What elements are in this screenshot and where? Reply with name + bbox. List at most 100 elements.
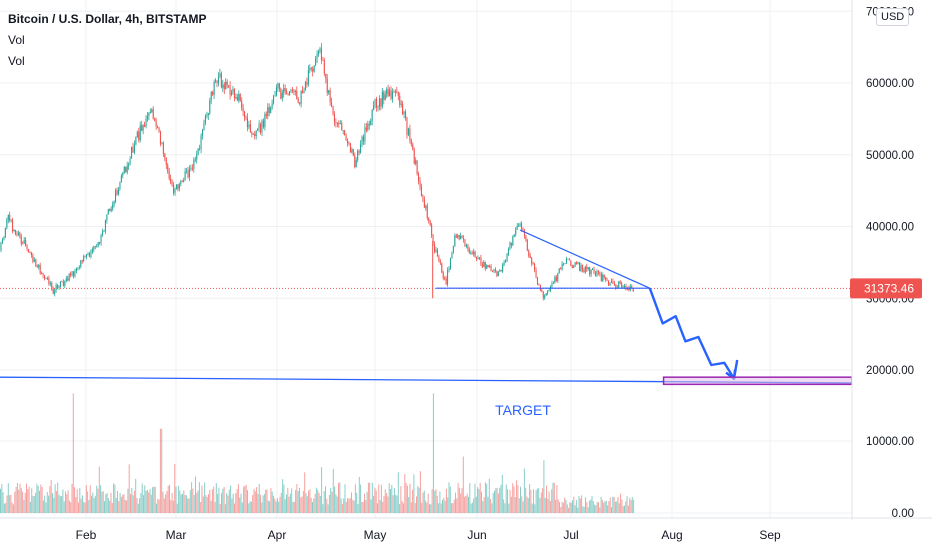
volume-bar [75, 497, 77, 513]
volume-bar [118, 501, 120, 513]
candle-body [309, 68, 311, 71]
volume-bar [445, 488, 447, 513]
candle-body [199, 148, 201, 150]
volume-bar [79, 488, 81, 513]
candle-body [49, 282, 51, 284]
x-tick-label: Jul [563, 528, 578, 542]
volume-bar [507, 489, 508, 513]
x-tick-label: Mar [166, 528, 187, 542]
volume-bar [370, 499, 372, 513]
volume-bar [611, 507, 612, 513]
volume-bar [475, 496, 477, 513]
volume-bar [601, 500, 603, 513]
candle-body [519, 223, 521, 227]
candle-body [418, 174, 420, 181]
volume-bar [343, 498, 345, 513]
volume-bar [365, 500, 367, 513]
volume-bar [513, 486, 515, 513]
candle-body [541, 290, 543, 292]
volume-bar [548, 491, 550, 513]
volume-bar [231, 498, 233, 513]
currency-button[interactable]: USD [876, 8, 910, 26]
volume-bar [555, 499, 557, 513]
candle-body [35, 259, 37, 267]
candle-body [384, 94, 386, 100]
candle-body [303, 90, 305, 94]
candle-body [200, 135, 202, 149]
candle-body [377, 107, 379, 108]
volume-bar [530, 489, 532, 513]
volume-bar [583, 506, 585, 513]
volume-bar [435, 489, 437, 513]
volume-bar [209, 489, 211, 513]
candle-body [576, 262, 578, 265]
volume-bar [62, 489, 64, 513]
candle-body [246, 117, 248, 128]
candle-body [25, 239, 27, 246]
candle-body [88, 253, 90, 258]
candle-body [461, 235, 463, 238]
volume-bar [227, 495, 229, 513]
candle-body [80, 260, 82, 267]
candle-body [333, 114, 335, 122]
candle-body [17, 232, 19, 235]
volume-bar [308, 490, 310, 513]
volume-bar [93, 497, 95, 513]
volume-bar [568, 507, 570, 513]
volume-bar [274, 498, 276, 513]
volume-bar [525, 487, 527, 513]
candle-body [297, 98, 299, 103]
x-tick-label: Jun [467, 528, 486, 542]
volume-bar [176, 503, 178, 513]
candle-body [487, 265, 489, 268]
candle-body [445, 278, 447, 285]
volume-bar [518, 498, 520, 513]
candle-body [9, 215, 11, 221]
volume-bar [94, 495, 96, 513]
volume-bar [562, 502, 564, 513]
candle-body [396, 91, 398, 93]
candle-body [306, 82, 308, 85]
candle-body [577, 262, 579, 265]
x-tick-label: Apr [268, 528, 287, 542]
volume-bar [630, 500, 632, 513]
candle-body [180, 181, 182, 184]
candle-body [48, 278, 50, 284]
candle-body [521, 223, 523, 229]
volume-bar [406, 485, 408, 513]
candle-body [370, 120, 372, 126]
candle-body [631, 286, 633, 289]
volume-bar [193, 495, 195, 513]
volume-bar [367, 482, 369, 513]
volume-bar [412, 489, 414, 513]
volume-bar [149, 489, 151, 513]
volume-bar [393, 488, 395, 513]
x-tick-label: Sep [759, 528, 781, 542]
volume-bar [319, 496, 321, 513]
candle-body [135, 137, 137, 145]
volume-bar [282, 479, 284, 513]
candle-body [341, 123, 343, 131]
candle-body [413, 149, 415, 164]
volume-bar [137, 503, 139, 513]
candle-body [107, 209, 109, 215]
volume-bar [167, 485, 169, 513]
volume-bar [230, 485, 232, 513]
candle-body [477, 258, 479, 260]
volume-bar [543, 460, 545, 513]
candle-body [81, 260, 83, 262]
volume-bar [625, 501, 627, 513]
volume-bar [321, 467, 323, 513]
candle-body [33, 259, 35, 262]
candle-body [112, 204, 114, 209]
candle-body [436, 249, 438, 257]
candle-body [145, 119, 147, 127]
volume-bar [501, 474, 503, 513]
candle-body [131, 147, 133, 159]
volume-bar [208, 494, 209, 513]
candle-body [44, 275, 46, 279]
volume-bar [128, 464, 130, 513]
volume-bar [3, 503, 5, 513]
candle-body [286, 91, 288, 94]
